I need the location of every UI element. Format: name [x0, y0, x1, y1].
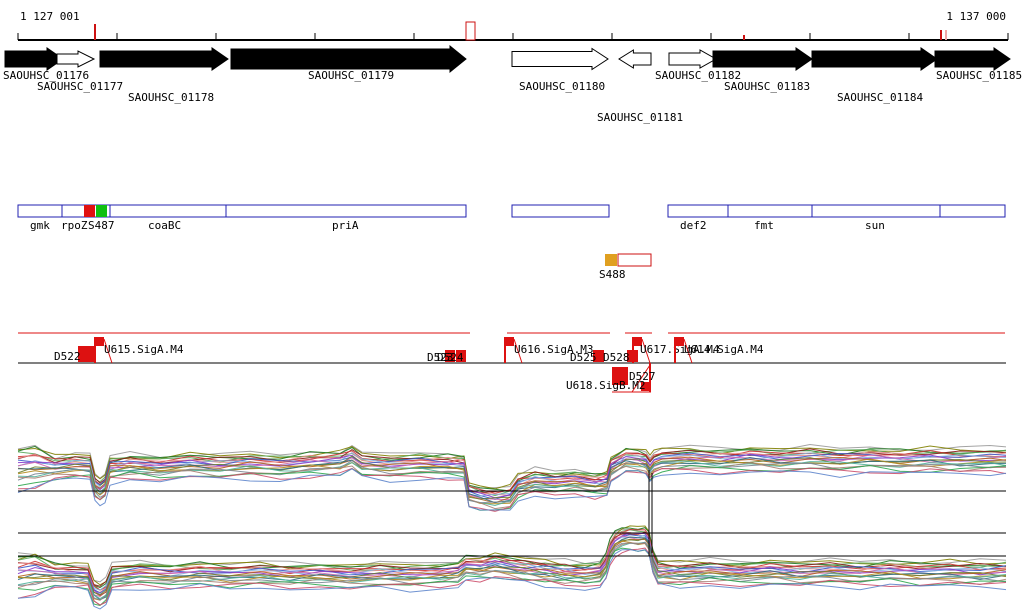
promoter-track: U615.SigA.M4 U616.SigA.M3 U617.SigA.M4U614…: [18, 332, 1006, 393]
downshift-label: D525: [570, 351, 597, 364]
expression-profile-line: [17, 532, 1007, 596]
expression-profile-line: [17, 461, 1006, 510]
gene-arrow[interactable]: [668, 49, 718, 69]
expression-profile-line: [17, 467, 1007, 512]
operon-gene-label: rpoZ: [61, 219, 88, 232]
gene-arrow[interactable]: [811, 47, 938, 71]
ruler-track: 1 127 001 1 137 000: [17, 10, 1009, 41]
promoter-flag-box[interactable]: [633, 337, 642, 346]
sigb-flag-diagonal: [631, 364, 651, 393]
downshift-label: D524: [437, 351, 464, 364]
gene-arrow[interactable]: [56, 50, 96, 68]
gene-arrow[interactable]: [712, 47, 813, 71]
expression-profile-line: [17, 534, 1007, 591]
gene-label: SAOUHSC_01183: [724, 80, 810, 93]
gene-arrow[interactable]: [4, 47, 64, 71]
expression-profile-line: [17, 527, 1007, 589]
expression-profile-line: [17, 536, 1007, 601]
gene-arrow[interactable]: [934, 47, 1011, 71]
gene-label: SAOUHSC_01179: [308, 69, 394, 82]
gene-label: SAOUHSC_01185: [936, 69, 1022, 82]
downshift-label: D528: [603, 351, 630, 364]
expression-profile-line: [17, 458, 1007, 505]
expression-profile-line: [17, 549, 1007, 610]
feature-mark[interactable]: [84, 205, 95, 217]
operon-gene-label: sun: [865, 219, 885, 232]
gene-arrow[interactable]: [618, 49, 652, 69]
gene-label: SAOUHSC_01177: [37, 80, 123, 93]
expression-profile-track: [17, 443, 1007, 610]
promoter-flag-diagonal: [683, 338, 693, 364]
srna-box-filled[interactable]: [605, 254, 617, 266]
sigb-promoter-label: U618.SigB.M2: [566, 379, 645, 392]
gene-label: SAOUHSC_01182: [655, 69, 741, 82]
expression-profile-line: [17, 534, 1007, 594]
gene-label: SAOUHSC_01181: [597, 111, 683, 124]
expression-profile-line: [17, 452, 1007, 497]
downshift-block[interactable]: [78, 346, 94, 362]
operon-gene-label: fmt: [754, 219, 774, 232]
operon-box[interactable]: [667, 204, 1006, 218]
expression-profile-line: [17, 443, 1007, 489]
expression-profile-line: [17, 464, 1007, 511]
promoter-flag-box[interactable]: [675, 337, 684, 346]
operon-gene-label: def2: [680, 219, 707, 232]
downshift-block[interactable]: [627, 350, 638, 362]
downshift-label: D522: [54, 350, 81, 363]
promoter-label: U615.SigA.M4: [104, 343, 184, 356]
downshift-label: D527: [629, 370, 656, 383]
srna-track: S488: [599, 253, 652, 281]
expression-profile-line: [17, 455, 1007, 500]
gene-label: SAOUHSC_01178: [128, 91, 214, 104]
gene-label: SAOUHSC_01176: [3, 69, 89, 82]
expression-profile-line: [17, 547, 1007, 606]
promoter-flag-diagonal: [641, 338, 651, 364]
operon-gene-label: priA: [332, 219, 359, 232]
gene-arrow[interactable]: [511, 47, 609, 71]
operon-box[interactable]: [511, 204, 610, 218]
srna-label: S488: [599, 268, 626, 281]
operon-gene-label: gmk: [30, 219, 50, 232]
gene-label: SAOUHSC_01180: [519, 80, 605, 93]
gene-arrow[interactable]: [99, 47, 229, 71]
downshift-block[interactable]: [445, 350, 455, 362]
feature-mark[interactable]: [96, 205, 107, 217]
promoter-label: U614.SigA.M4: [684, 343, 764, 356]
srna-box-outline[interactable]: [617, 253, 652, 267]
downshift-block[interactable]: [593, 350, 604, 362]
operon-track: gmk rpoZ S487 coaBC priA def2 fmt sun: [17, 204, 1006, 232]
expression-profile-line: [17, 541, 1007, 601]
ruler-marker-box[interactable]: [465, 21, 476, 41]
sigb-block[interactable]: [612, 367, 628, 385]
operon-gene-label: coaBC: [148, 219, 181, 232]
sigb-flag-box[interactable]: [641, 382, 650, 391]
expression-profile-line: [17, 468, 1007, 511]
promoter-flag-diagonal: [513, 338, 523, 364]
promoter-flag-box[interactable]: [505, 337, 514, 346]
downshift-block[interactable]: [456, 350, 466, 362]
operon-gene-label: S487: [88, 219, 115, 232]
operon-box[interactable]: [17, 204, 467, 218]
gene-label: SAOUHSC_01184: [837, 91, 923, 104]
ruler-end-coordinate: 1 137 000: [946, 10, 1006, 23]
promoter-label: U617.SigA.M4: [640, 343, 720, 356]
downshift-label: D523: [427, 351, 454, 364]
ruler-start-coordinate: 1 127 001: [20, 10, 80, 23]
promoter-flag-diagonal: [103, 338, 113, 364]
promoter-label: U616.SigA.M3: [514, 343, 593, 356]
gene-arrow[interactable]: [230, 44, 467, 74]
expression-profile-line: [17, 531, 1007, 587]
promoter-flag-box[interactable]: [95, 337, 104, 346]
